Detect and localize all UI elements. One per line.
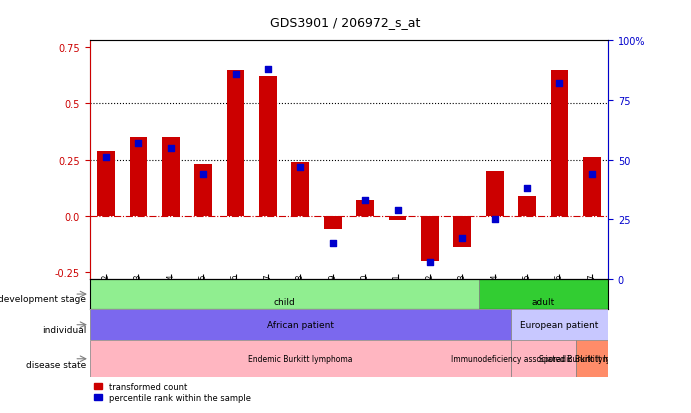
Text: Sporadic Burkitt lymphoma: Sporadic Burkitt lymphoma [539, 354, 645, 363]
Bar [453, 216, 471, 248]
Bar [421, 216, 439, 261]
Point [165, 145, 176, 152]
FancyBboxPatch shape [90, 310, 511, 340]
Bar [518, 196, 536, 216]
Bar [551, 71, 569, 216]
Point [328, 240, 339, 247]
Text: development stage: development stage [0, 294, 86, 304]
Point [100, 154, 111, 161]
Text: individual: individual [42, 325, 86, 334]
Text: Immunodeficiency associated Burkitt lymphoma: Immunodeficiency associated Burkitt lymp… [451, 354, 636, 363]
FancyBboxPatch shape [576, 340, 608, 377]
Point [424, 259, 435, 266]
Point [359, 197, 370, 204]
FancyBboxPatch shape [90, 340, 511, 377]
Legend: transformed count, percentile rank within the sample: transformed count, percentile rank withi… [94, 382, 251, 402]
Text: disease state: disease state [26, 360, 86, 369]
Bar [227, 71, 245, 216]
Point [554, 81, 565, 88]
Point [587, 171, 598, 178]
Bar [292, 162, 310, 216]
Text: child: child [274, 297, 295, 306]
Point [133, 140, 144, 147]
FancyBboxPatch shape [511, 340, 576, 377]
Point [489, 216, 500, 223]
Text: adult: adult [531, 297, 555, 306]
Point [457, 235, 468, 242]
Text: Endemic Burkitt lymphoma: Endemic Burkitt lymphoma [248, 354, 352, 363]
Point [522, 185, 533, 192]
FancyBboxPatch shape [90, 279, 478, 310]
Bar [583, 158, 600, 216]
Point [263, 66, 274, 73]
Bar [129, 138, 147, 216]
Text: GDS3901 / 206972_s_at: GDS3901 / 206972_s_at [270, 16, 421, 29]
FancyBboxPatch shape [511, 310, 608, 340]
Point [230, 71, 241, 78]
Point [392, 207, 403, 214]
FancyBboxPatch shape [478, 279, 608, 310]
Bar [162, 138, 180, 216]
Bar [194, 165, 212, 216]
Text: African patient: African patient [267, 320, 334, 330]
Bar [97, 151, 115, 216]
Bar [324, 216, 341, 230]
Point [295, 164, 306, 171]
Bar [357, 201, 374, 216]
Bar [388, 216, 406, 221]
Bar [486, 171, 504, 216]
Point [198, 171, 209, 178]
Bar [259, 77, 277, 216]
Text: European patient: European patient [520, 320, 598, 330]
